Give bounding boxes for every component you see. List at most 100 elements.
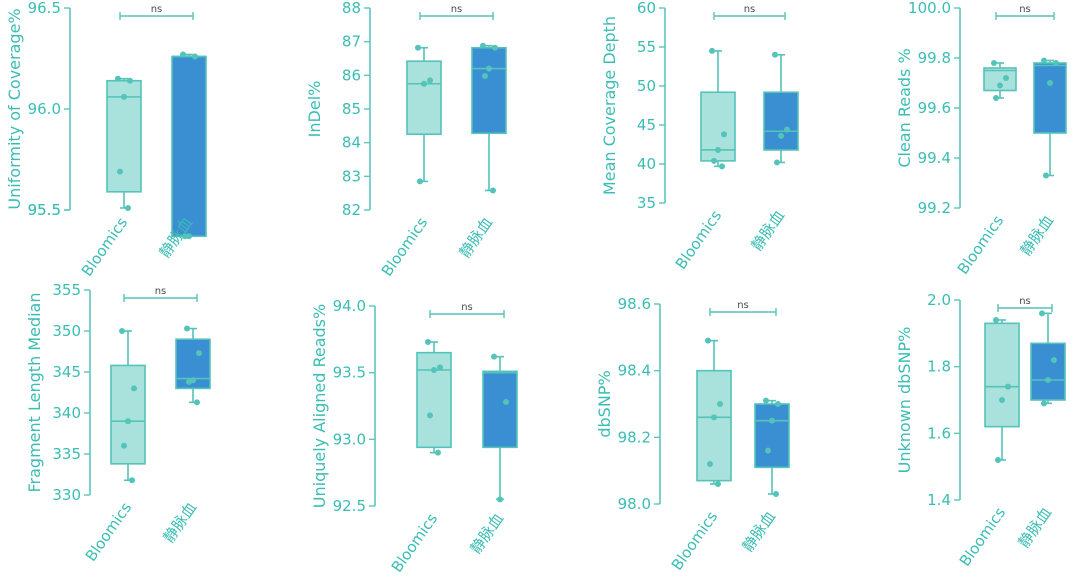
data-point xyxy=(711,414,717,421)
box-venous-blood xyxy=(1030,310,1066,407)
box-iqr xyxy=(406,60,442,136)
y-tick-label: 84 xyxy=(342,134,361,152)
significance-bracket: ns xyxy=(123,286,198,302)
data-point xyxy=(427,412,433,419)
chart-svg: 1.4 1.6 1.8 2.0 Unknown dbSNP% Bloomics 静脉血 ns xyxy=(895,291,1066,570)
box-chart-7: 98.0 98.2 98.4 98.6 dbSNP% Bloomics 静脉血 ns xyxy=(590,295,824,581)
y-tick-label: 86 xyxy=(342,66,361,84)
box-bloomics xyxy=(984,317,1020,463)
data-point xyxy=(127,77,133,84)
box-chart-2: 82 83 84 85 86 87 88 InDel% Bloomics 静脉血 ns xyxy=(300,0,544,287)
box-bloomics xyxy=(696,337,732,487)
significance-bracket: ns xyxy=(709,300,777,316)
y-tick-label: 335 xyxy=(52,445,81,463)
x-category-label: 静脉血 xyxy=(1017,212,1058,259)
box-venous-blood xyxy=(171,51,207,240)
significance-label: ns xyxy=(744,4,756,15)
data-point xyxy=(131,385,137,392)
data-point xyxy=(121,442,127,449)
significance-label: ns xyxy=(451,4,463,15)
data-point xyxy=(772,51,778,58)
y-tick-label: 35 xyxy=(637,194,656,212)
y-axis-title: Uniquely Aligned Reads% xyxy=(310,304,329,508)
data-point xyxy=(769,417,775,424)
data-point xyxy=(129,477,135,484)
y-tick-label: 96.0 xyxy=(28,100,61,118)
data-point xyxy=(431,367,437,373)
significance-bracket: ns xyxy=(119,4,194,20)
y-tick-label: 99.6 xyxy=(918,99,951,117)
box-chart-6: 92.5 93.0 93.5 94.0 Uniquely Aligned Reads% B… xyxy=(305,297,549,583)
data-point xyxy=(491,353,497,360)
significance-label: ns xyxy=(737,300,749,311)
x-category-label: 静脉血 xyxy=(748,207,789,254)
box-venous-blood xyxy=(763,51,799,166)
data-point xyxy=(1005,383,1011,390)
y-tick-label: 50 xyxy=(637,77,656,95)
x-category-label: Bloomics xyxy=(668,508,722,574)
data-point xyxy=(492,44,498,51)
data-point xyxy=(715,481,721,487)
box-iqr xyxy=(696,369,732,482)
data-point xyxy=(425,339,431,345)
data-point xyxy=(775,401,781,407)
data-point xyxy=(503,399,509,405)
data-point xyxy=(707,461,713,467)
x-category-label: Bloomics xyxy=(954,212,1008,278)
data-point xyxy=(180,51,186,58)
data-point xyxy=(765,447,771,454)
chart-svg: 99.2 99.4 99.6 99.8 100.0 Clean Reads % Bloomi… xyxy=(895,0,1067,278)
data-point xyxy=(778,132,784,139)
y-tick-label: 98.2 xyxy=(618,428,651,446)
data-point xyxy=(194,399,200,406)
box-venous-blood xyxy=(471,42,507,194)
data-point xyxy=(784,126,790,133)
data-point xyxy=(711,157,717,164)
data-point xyxy=(121,93,127,100)
x-category-label: Bloomics xyxy=(956,504,1010,570)
box-chart-1: 95.5 95.5 96.0 96.5 Uniformity of Coverage% B… xyxy=(0,0,254,287)
box-chart-5: 330 335 340 345 350 355 Fragment Length Median… xyxy=(20,281,274,572)
data-point xyxy=(773,491,779,497)
data-point xyxy=(774,159,780,166)
box-iqr xyxy=(983,67,1017,92)
y-axis-title: Unknown dbSNP% xyxy=(895,327,914,474)
box-iqr xyxy=(763,91,799,151)
y-axis-title: Mean Coverage Depth xyxy=(600,16,619,195)
data-point xyxy=(709,47,715,54)
box-iqr xyxy=(754,403,790,469)
y-tick-label: 87 xyxy=(342,33,361,51)
data-point xyxy=(497,496,503,503)
data-point xyxy=(486,65,492,72)
data-point xyxy=(184,325,190,332)
x-category-label: Bloomics xyxy=(388,510,442,576)
data-point xyxy=(717,401,723,407)
significance-bracket: ns xyxy=(429,302,505,318)
data-point xyxy=(480,42,486,49)
y-tick-label: 1.8 xyxy=(927,358,951,376)
data-point xyxy=(117,168,123,175)
data-point xyxy=(995,457,1001,463)
y-tick-label: 100.0 xyxy=(908,0,951,17)
box-bloomics xyxy=(110,328,146,484)
y-tick-label: 99.8 xyxy=(918,49,951,67)
data-point xyxy=(705,337,711,344)
y-tick-label: 98.4 xyxy=(618,362,651,380)
y-tick-label: 330 xyxy=(52,486,81,504)
y-axis-title: Fragment Length Median xyxy=(25,293,44,493)
data-point xyxy=(993,95,999,101)
y-tick-label: 88 xyxy=(342,0,361,17)
significance-label: ns xyxy=(151,4,163,15)
y-tick-label: 83 xyxy=(342,167,361,185)
data-point xyxy=(1039,310,1045,317)
y-tick-label: 94.0 xyxy=(333,297,366,315)
box-iqr xyxy=(106,79,142,193)
y-tick-label: 1.4 xyxy=(927,491,951,509)
y-tick-label: 93.0 xyxy=(333,430,366,448)
x-category-label: 静脉血 xyxy=(160,499,201,546)
chart-svg: 82 83 84 85 86 87 88 InDel% Bloomics 静脉血 ns xyxy=(305,0,507,280)
y-tick-label: 2.0 xyxy=(927,291,951,309)
